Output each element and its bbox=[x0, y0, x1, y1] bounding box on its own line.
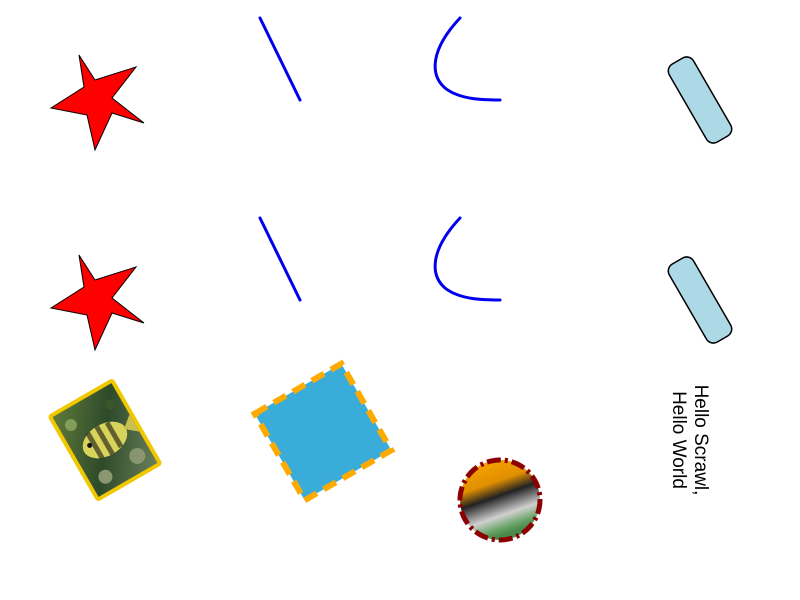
fish-photo bbox=[48, 379, 162, 501]
rotated-text-block: Hello Scrawl, Hello World bbox=[668, 385, 711, 496]
rounded-rect-1 bbox=[667, 56, 733, 144]
dashed-square bbox=[250, 359, 396, 505]
text-line-1: Hello Scrawl, bbox=[690, 385, 711, 496]
blue-line-2 bbox=[258, 216, 302, 302]
blue-line-1 bbox=[258, 16, 302, 102]
text-line-2: Hello World bbox=[668, 391, 689, 489]
rounded-rect-2 bbox=[667, 256, 733, 344]
gradient-circle bbox=[457, 457, 543, 543]
red-star-shape-1 bbox=[49, 54, 145, 152]
red-star-shape-2 bbox=[49, 254, 145, 352]
blue-curve-1 bbox=[433, 16, 502, 102]
blue-curve-2 bbox=[433, 216, 502, 302]
